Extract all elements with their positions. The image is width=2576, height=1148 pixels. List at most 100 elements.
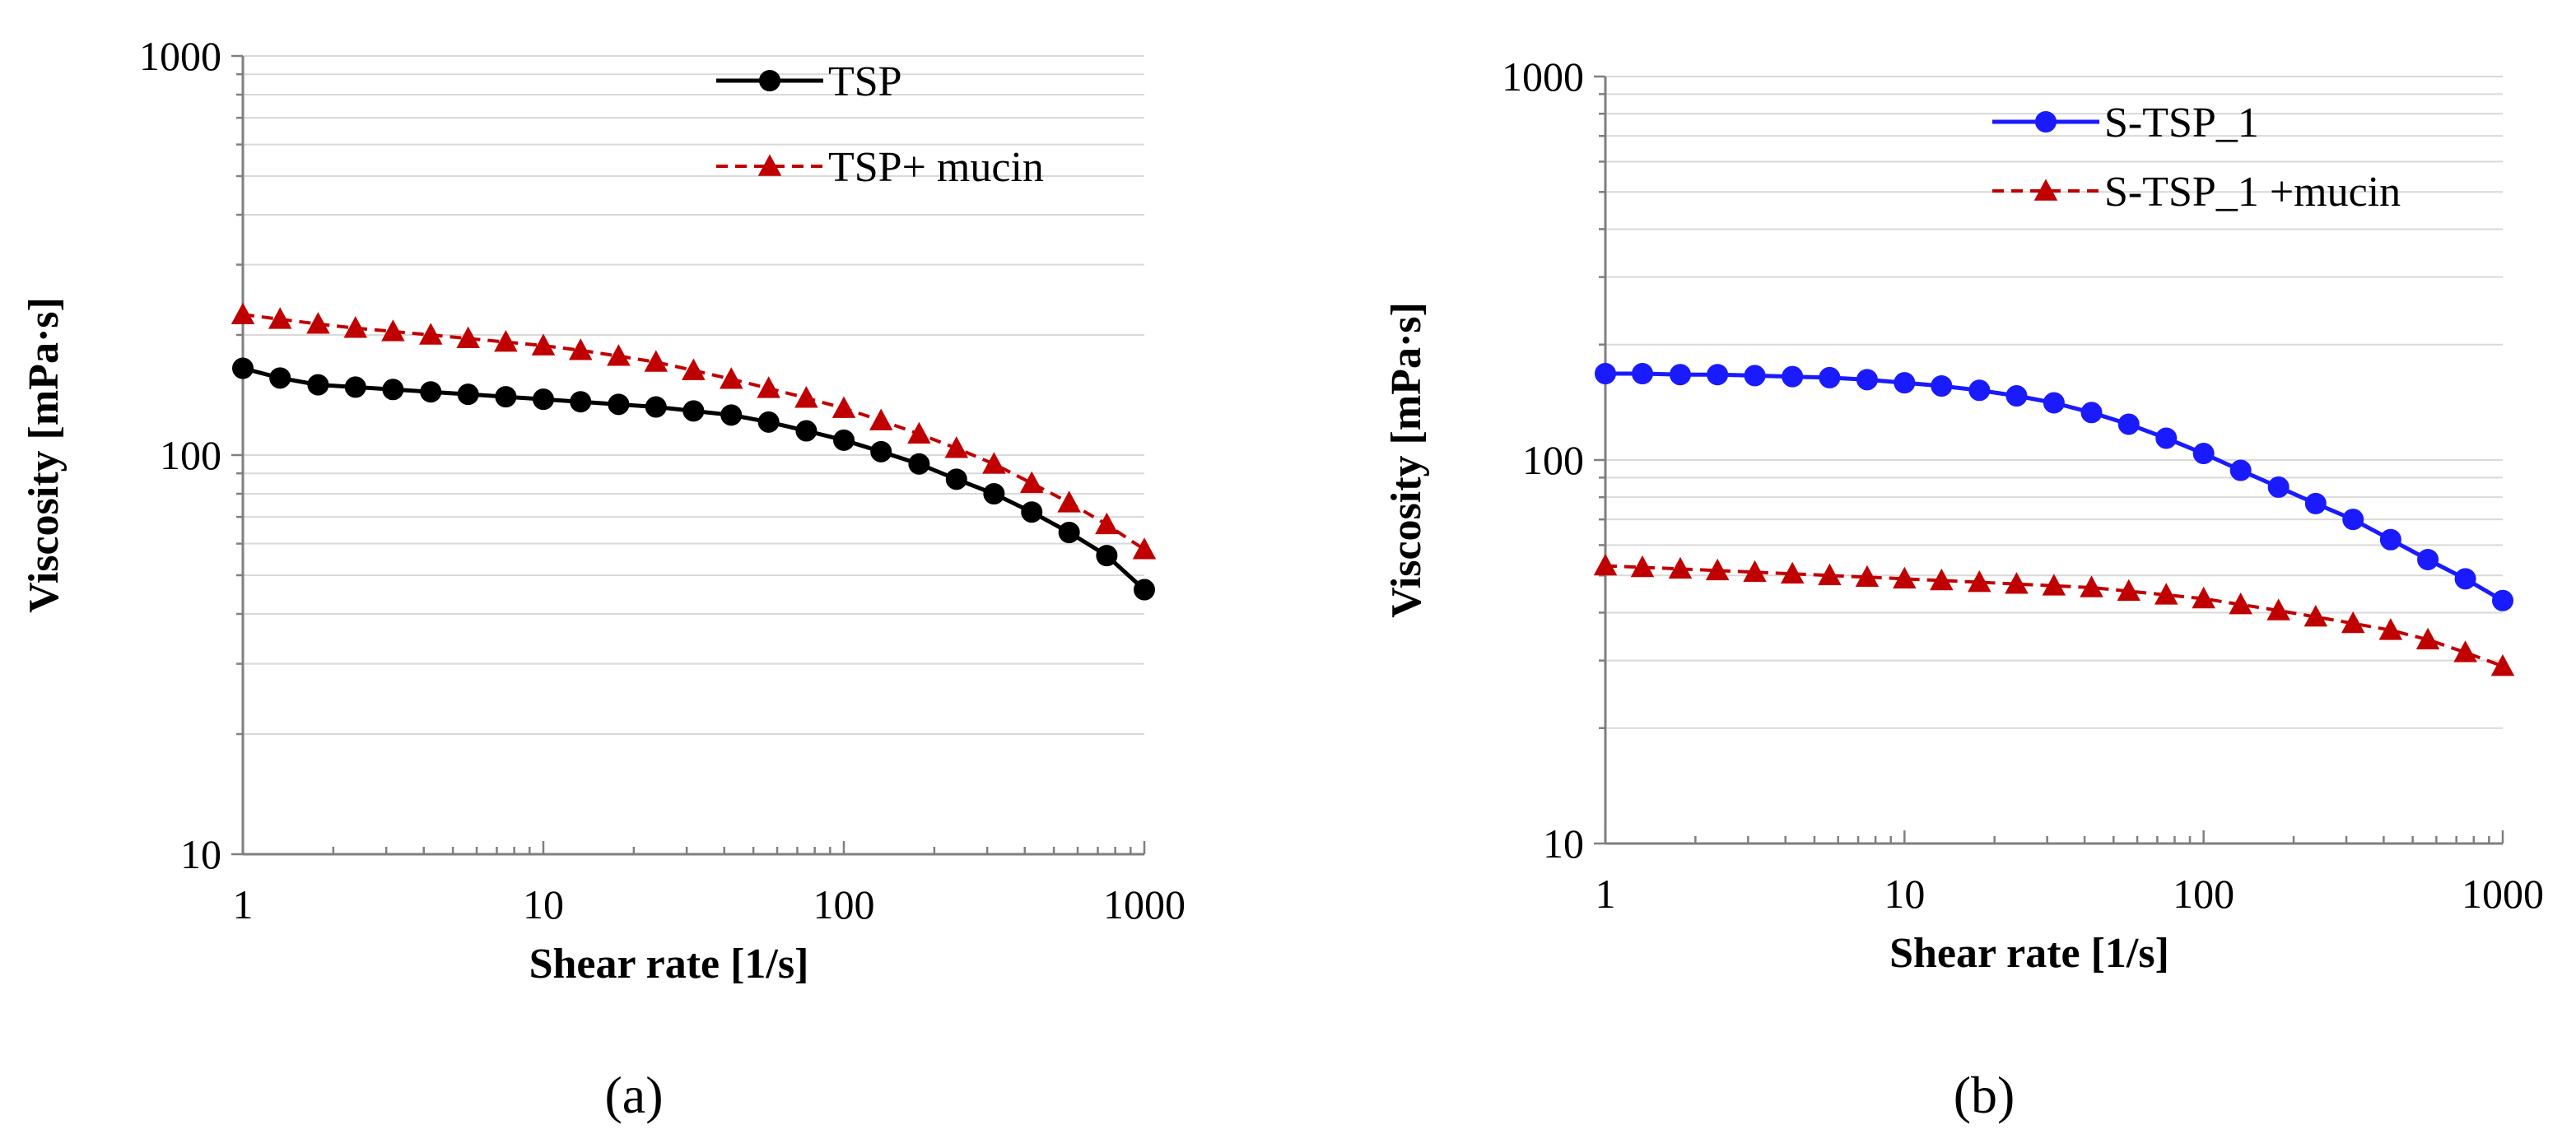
y-tick-label: 1000 bbox=[1502, 53, 1584, 100]
data-point bbox=[456, 326, 480, 349]
data-point bbox=[2417, 548, 2439, 570]
data-point bbox=[1132, 537, 1157, 560]
data-point bbox=[831, 396, 856, 418]
data-point bbox=[2192, 443, 2215, 465]
data-point bbox=[420, 381, 442, 403]
panel-a-caption: (a) bbox=[604, 1066, 663, 1124]
data-point bbox=[1668, 556, 1693, 579]
x-tick-label: 100 bbox=[813, 881, 875, 927]
data-point bbox=[757, 376, 780, 398]
data-point bbox=[2155, 427, 2178, 449]
data-point bbox=[644, 350, 668, 372]
data-point bbox=[1819, 366, 1841, 388]
data-point bbox=[983, 483, 1005, 505]
data-point bbox=[720, 404, 743, 426]
data-point bbox=[533, 388, 554, 411]
x-tick-label: 1 bbox=[233, 881, 254, 927]
panel-b-caption: (b) bbox=[1954, 1066, 2015, 1124]
data-point bbox=[1856, 369, 1878, 391]
data-point bbox=[2342, 509, 2364, 531]
data-point bbox=[982, 452, 1006, 474]
data-point bbox=[568, 338, 593, 360]
data-point bbox=[682, 400, 705, 422]
data-point bbox=[2266, 598, 2290, 620]
data-point bbox=[1968, 379, 1991, 402]
data-point bbox=[2117, 579, 2140, 602]
data-point bbox=[343, 316, 368, 338]
data-point bbox=[457, 383, 479, 406]
data-point bbox=[2267, 476, 2290, 498]
data-point bbox=[1595, 363, 1616, 385]
data-point bbox=[944, 436, 969, 458]
data-point bbox=[1705, 558, 1730, 581]
data-point bbox=[1744, 365, 1766, 387]
data-point bbox=[307, 374, 329, 396]
data-point bbox=[381, 319, 405, 342]
data-point bbox=[869, 408, 893, 430]
data-point bbox=[2453, 640, 2477, 662]
y-axis-title: Viscosity [mPa·s] bbox=[1383, 302, 1430, 618]
data-point bbox=[2229, 592, 2252, 615]
data-point bbox=[344, 376, 366, 398]
data-point bbox=[2415, 627, 2440, 650]
data-point bbox=[306, 312, 330, 334]
data-point bbox=[494, 330, 518, 352]
data-point bbox=[1707, 364, 1729, 386]
x-axis-title: Shear rate [1/s] bbox=[1889, 930, 2169, 977]
data-point bbox=[1058, 522, 1080, 544]
data-point bbox=[1021, 501, 1043, 523]
data-point bbox=[1930, 568, 1954, 591]
legend-marker bbox=[757, 154, 782, 176]
data-point bbox=[1630, 555, 1655, 578]
data-point bbox=[2490, 653, 2515, 676]
data-point bbox=[607, 344, 631, 366]
y-tick-label: 10 bbox=[1543, 820, 1584, 867]
data-point bbox=[794, 386, 818, 408]
data-point bbox=[1096, 545, 1118, 567]
data-point bbox=[2043, 392, 2065, 414]
data-point bbox=[1593, 553, 1618, 576]
data-point bbox=[945, 468, 967, 490]
data-point bbox=[1780, 561, 1805, 584]
data-point bbox=[495, 386, 517, 408]
data-point bbox=[2192, 586, 2215, 609]
data-point bbox=[570, 391, 592, 413]
data-point bbox=[2341, 611, 2365, 634]
data-point bbox=[719, 367, 743, 389]
y-axis-title: Viscosity [mPa·s] bbox=[21, 297, 68, 613]
series-1 bbox=[1593, 553, 2515, 676]
data-point bbox=[833, 429, 855, 451]
series-1 bbox=[231, 302, 1157, 560]
data-point bbox=[870, 440, 892, 462]
y-tick-label: 100 bbox=[160, 432, 221, 478]
data-point bbox=[2117, 413, 2140, 435]
data-point bbox=[908, 453, 930, 475]
data-point bbox=[382, 379, 404, 401]
x-axis-title: Shear rate [1/s] bbox=[529, 941, 809, 988]
data-point bbox=[2080, 402, 2103, 424]
legend-label: S-TSP_1 bbox=[2104, 100, 2259, 146]
series-0 bbox=[232, 357, 1155, 601]
data-point bbox=[757, 411, 780, 433]
data-point bbox=[2379, 528, 2401, 551]
data-point bbox=[2005, 572, 2029, 594]
data-point bbox=[2154, 583, 2178, 605]
data-point bbox=[2492, 589, 2513, 611]
data-point bbox=[2304, 492, 2327, 514]
data-point bbox=[907, 421, 931, 444]
data-point bbox=[682, 358, 706, 380]
legend-label: S-TSP_1 +mucin bbox=[2104, 169, 2401, 216]
series-0 bbox=[1595, 363, 2513, 611]
data-point bbox=[531, 333, 556, 356]
data-point bbox=[608, 393, 630, 416]
data-point bbox=[1669, 364, 1691, 386]
data-point bbox=[2229, 459, 2252, 481]
x-tick-label: 10 bbox=[1884, 871, 1925, 917]
series-line-1 bbox=[242, 313, 1146, 551]
data-point bbox=[1894, 372, 1916, 394]
data-point bbox=[268, 307, 292, 329]
data-point bbox=[269, 367, 291, 389]
